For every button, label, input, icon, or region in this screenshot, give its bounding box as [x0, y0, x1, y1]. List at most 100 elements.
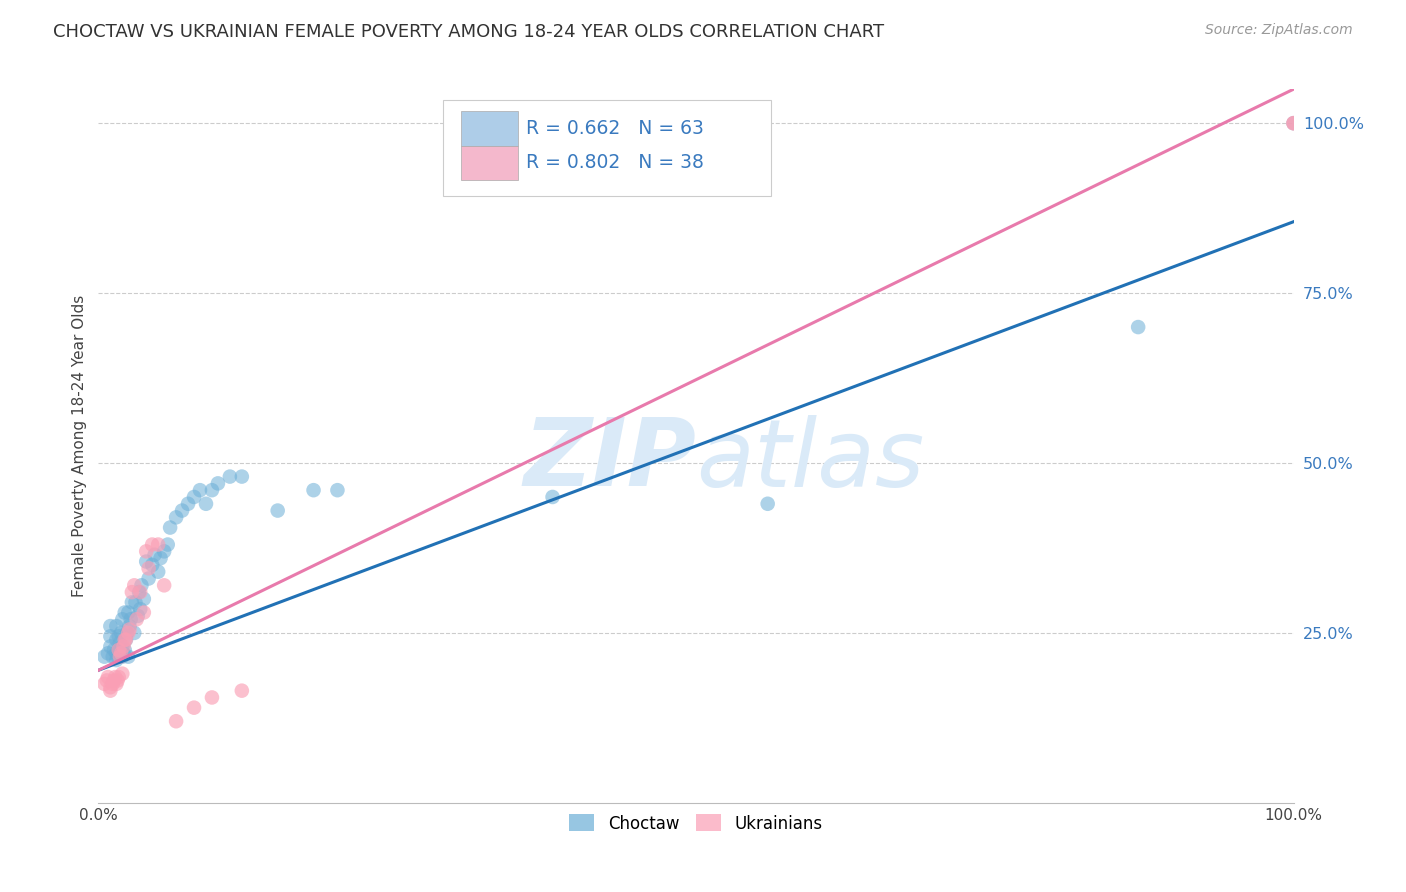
- Text: R = 0.802   N = 38: R = 0.802 N = 38: [526, 153, 704, 172]
- Point: [219, 469, 242, 483]
- Point: [153, 578, 176, 592]
- Point: [108, 646, 131, 660]
- Point: [111, 666, 134, 681]
- Point: [96, 673, 118, 688]
- Point: [101, 677, 124, 691]
- Point: [195, 497, 218, 511]
- Legend: Choctaw, Ukrainians: Choctaw, Ukrainians: [561, 806, 831, 841]
- Point: [98, 680, 122, 694]
- Point: [589, 116, 612, 130]
- Point: [114, 606, 136, 620]
- FancyBboxPatch shape: [461, 112, 517, 145]
- Point: [105, 677, 128, 691]
- Point: [153, 544, 176, 558]
- Point: [231, 469, 253, 483]
- Point: [172, 503, 194, 517]
- Point: [115, 626, 138, 640]
- Point: [148, 537, 170, 551]
- Point: [115, 632, 138, 647]
- Point: [111, 612, 134, 626]
- Point: [129, 585, 152, 599]
- Point: [117, 626, 139, 640]
- Point: [1282, 116, 1305, 130]
- Point: [231, 683, 253, 698]
- Point: [108, 649, 131, 664]
- Point: [115, 632, 138, 647]
- Point: [165, 714, 187, 729]
- Point: [111, 640, 134, 654]
- Point: [105, 653, 128, 667]
- Point: [117, 606, 139, 620]
- Point: [127, 608, 149, 623]
- Point: [117, 649, 139, 664]
- Point: [98, 640, 122, 654]
- Point: [112, 640, 135, 654]
- FancyBboxPatch shape: [461, 145, 517, 180]
- Point: [118, 619, 141, 633]
- Point: [97, 646, 120, 660]
- Point: [103, 643, 125, 657]
- Point: [114, 643, 136, 657]
- Point: [110, 626, 132, 640]
- Point: [135, 544, 157, 558]
- Point: [111, 649, 134, 664]
- Point: [143, 548, 166, 562]
- Point: [207, 476, 229, 491]
- Point: [107, 673, 129, 688]
- Point: [756, 497, 779, 511]
- Point: [135, 555, 157, 569]
- Point: [541, 490, 564, 504]
- Point: [112, 646, 135, 660]
- Point: [105, 619, 128, 633]
- Point: [108, 636, 131, 650]
- Point: [129, 602, 152, 616]
- Point: [121, 595, 143, 609]
- Point: [114, 632, 136, 647]
- Point: [201, 690, 224, 705]
- Point: [93, 677, 115, 691]
- Text: ZIP: ZIP: [523, 414, 696, 507]
- Point: [141, 558, 163, 572]
- Point: [1128, 320, 1150, 334]
- Point: [132, 591, 155, 606]
- Point: [326, 483, 349, 498]
- Point: [188, 483, 211, 498]
- Text: atlas: atlas: [696, 415, 924, 506]
- Point: [97, 670, 120, 684]
- Point: [103, 673, 125, 688]
- Point: [121, 585, 143, 599]
- Point: [105, 646, 128, 660]
- Point: [124, 595, 146, 609]
- Point: [177, 497, 200, 511]
- Point: [156, 537, 179, 551]
- Point: [138, 561, 160, 575]
- Point: [159, 520, 181, 534]
- Point: [120, 612, 142, 626]
- Point: [565, 116, 588, 130]
- Point: [125, 612, 148, 626]
- Point: [131, 578, 153, 592]
- Point: [201, 483, 224, 498]
- Point: [98, 619, 122, 633]
- FancyBboxPatch shape: [443, 100, 772, 196]
- Point: [1282, 116, 1305, 130]
- Point: [110, 646, 132, 660]
- Point: [118, 623, 141, 637]
- Point: [107, 670, 129, 684]
- Point: [101, 649, 124, 664]
- Point: [148, 565, 170, 579]
- Point: [183, 700, 205, 714]
- Point: [302, 483, 325, 498]
- Point: [132, 606, 155, 620]
- Point: [124, 578, 146, 592]
- Point: [107, 629, 129, 643]
- Point: [267, 503, 290, 517]
- Point: [141, 537, 163, 551]
- Text: Source: ZipAtlas.com: Source: ZipAtlas.com: [1205, 23, 1353, 37]
- Text: R = 0.662   N = 63: R = 0.662 N = 63: [526, 119, 704, 138]
- Point: [104, 670, 127, 684]
- Point: [93, 649, 115, 664]
- Point: [138, 572, 160, 586]
- Y-axis label: Female Poverty Among 18-24 Year Olds: Female Poverty Among 18-24 Year Olds: [72, 295, 87, 597]
- Point: [128, 585, 150, 599]
